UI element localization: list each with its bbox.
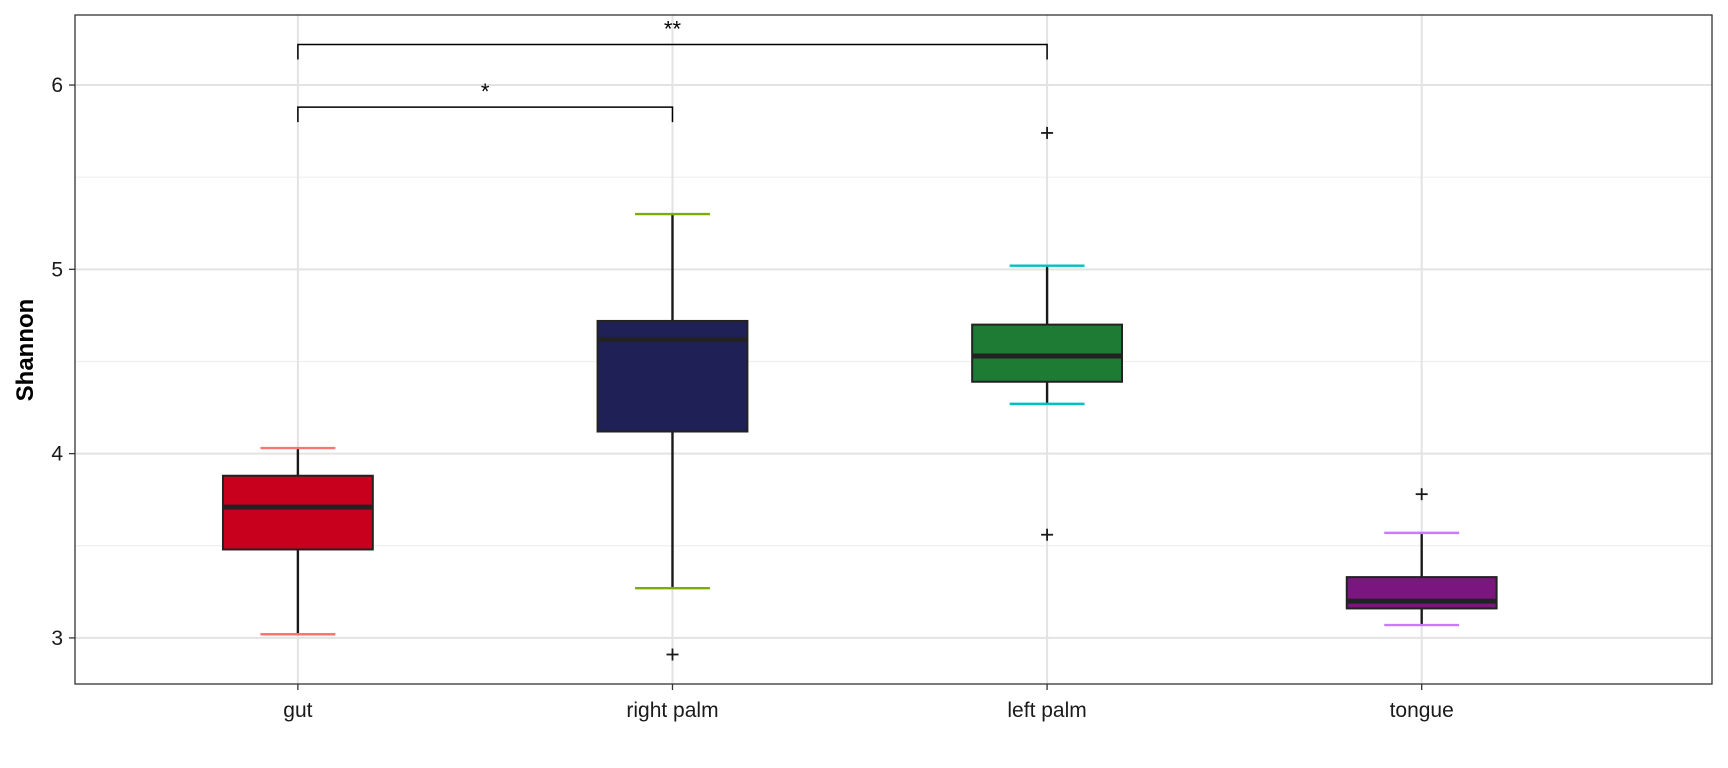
y-axis-title: Shannon <box>12 299 39 402</box>
outlier-point <box>1041 126 1054 139</box>
panel-border <box>74 14 1713 685</box>
y-tick-label: 3 <box>51 627 63 650</box>
box-iqr <box>1345 576 1498 610</box>
y-tick-label: 6 <box>51 74 63 97</box>
box-iqr <box>221 474 374 551</box>
significance-annotations: *** <box>297 16 1048 123</box>
y-tick-label: 4 <box>51 443 63 466</box>
x-tick-label: gut <box>283 699 312 722</box>
box-group-left-palm <box>971 126 1124 541</box>
significance-bracket <box>297 43 1048 60</box>
significance-label: ** <box>664 16 682 41</box>
x-tick-label: tongue <box>1390 699 1454 722</box>
box-iqr <box>971 323 1124 383</box>
axes: 3 4 5 6 gut right palm left palm tongue <box>51 74 1453 722</box>
significance-label: * <box>481 79 490 104</box>
box-group-right-palm <box>596 212 749 661</box>
grid <box>75 15 1712 684</box>
outlier-point <box>1415 488 1428 501</box>
boxes <box>221 126 1498 661</box>
box-group-tongue <box>1345 488 1498 627</box>
x-tick-label: right palm <box>626 699 718 722</box>
outlier-point <box>666 648 679 661</box>
box-group-gut <box>221 446 374 636</box>
outlier-point <box>1041 528 1054 541</box>
significance-bracket <box>297 106 674 123</box>
x-tick-label: left palm <box>1007 699 1086 722</box>
y-tick-label: 5 <box>51 258 63 281</box>
